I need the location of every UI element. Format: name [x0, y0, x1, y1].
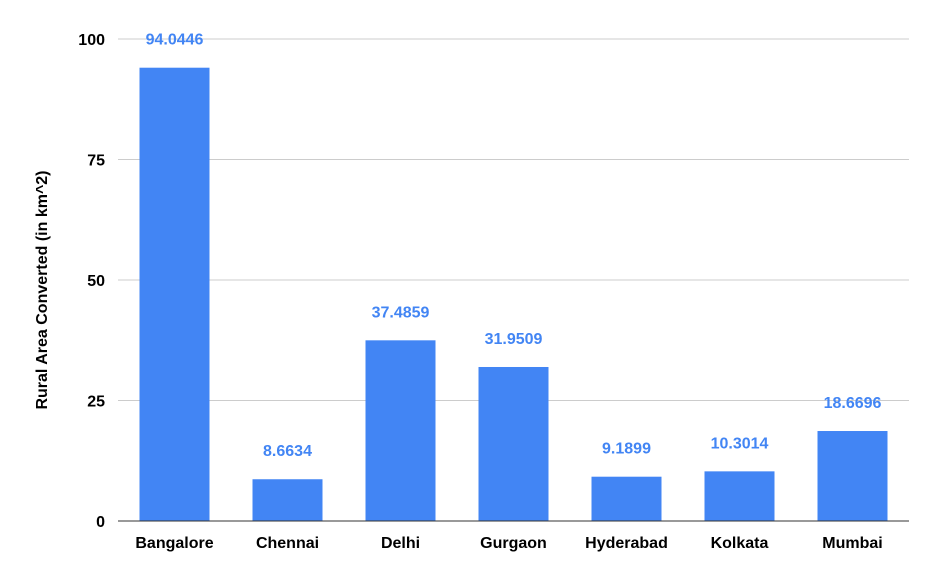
y-tick-label: 75 — [87, 153, 105, 170]
bar-mumbai — [817, 431, 888, 521]
x-category-label: Gurgaon — [480, 535, 547, 552]
y-tick-label: 25 — [87, 394, 105, 411]
data-label: 31.9509 — [485, 331, 543, 348]
y-axis-title: Rural Area Converted (in km^2) — [34, 170, 51, 409]
y-axis-ticks: 0 25 50 75 100 — [78, 32, 105, 531]
y-tick-label: 50 — [87, 273, 105, 290]
y-tick-label: 0 — [96, 514, 105, 531]
data-label: 18.6696 — [824, 395, 882, 412]
bar-chennai — [252, 479, 323, 521]
x-category-label: Delhi — [381, 535, 420, 552]
x-category-label: Chennai — [256, 535, 319, 552]
data-label: 9.1899 — [602, 441, 651, 458]
data-label: 94.0446 — [146, 32, 204, 49]
bar-gurgaon — [478, 366, 549, 521]
x-category-label: Mumbai — [822, 535, 882, 552]
y-tick-label: 100 — [78, 32, 105, 49]
bar-hyderabad — [591, 476, 662, 521]
data-label: 10.3014 — [711, 435, 769, 452]
data-label: 37.4859 — [372, 304, 430, 321]
bars — [139, 67, 888, 522]
bar-delhi — [365, 340, 436, 521]
data-labels: 94.0446 8.6634 37.4859 31.9509 9.1899 10.3014… — [146, 32, 882, 461]
x-category-label: Kolkata — [711, 535, 769, 552]
x-category-label: Bangalore — [135, 535, 213, 552]
data-label: 8.6634 — [263, 443, 312, 460]
bar-bangalore — [139, 67, 210, 522]
bar-kolkata — [704, 471, 775, 521]
x-axis-categories: Bangalore Chennai Delhi Gurgaon Hyderabad Kol… — [135, 535, 882, 552]
x-category-label: Hyderabad — [585, 535, 668, 552]
